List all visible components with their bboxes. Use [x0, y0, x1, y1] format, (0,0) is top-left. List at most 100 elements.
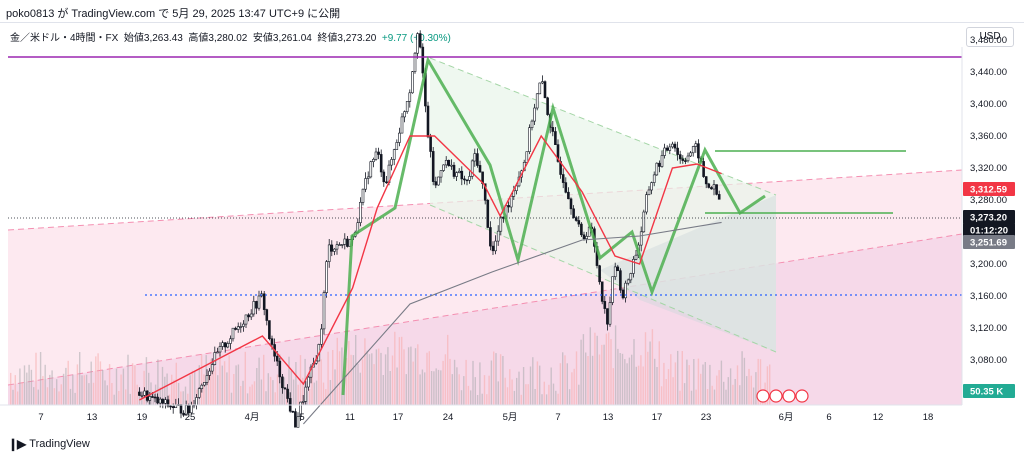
event-marker-icon	[795, 389, 809, 403]
volume-bar	[688, 365, 690, 405]
volume-bar	[656, 367, 658, 405]
volume-bar	[490, 360, 493, 405]
volume-bar	[548, 384, 550, 405]
volume-bar	[164, 376, 166, 405]
volume-bar	[292, 379, 295, 405]
volume-bar	[589, 327, 591, 405]
candle-body	[546, 97, 549, 115]
volume-bar	[136, 384, 138, 405]
volume-bar	[329, 380, 332, 405]
volume-bar	[290, 370, 292, 405]
swing-highlight-line	[341, 55, 766, 396]
volume-bar	[44, 364, 46, 405]
volume-bar	[660, 386, 663, 405]
volume-bar	[619, 353, 621, 405]
volume-bar	[350, 354, 352, 405]
volume-bar	[10, 372, 12, 405]
volume-bar	[529, 366, 532, 405]
time-tick-label: 23	[701, 412, 712, 423]
candle-body	[294, 411, 297, 428]
candle-body	[322, 292, 326, 330]
volume-bar	[702, 364, 704, 405]
countdown-tag-bg	[963, 223, 1015, 237]
volume-bar	[396, 367, 398, 405]
candle-body	[197, 388, 201, 398]
candle-body	[486, 200, 490, 228]
currency-button[interactable]: USD	[966, 27, 1014, 47]
candle-body	[244, 314, 248, 325]
volume-bar	[424, 372, 426, 405]
volume-bar	[585, 352, 587, 405]
volume-bar	[736, 365, 739, 405]
candle-body	[262, 293, 266, 310]
candle-body	[665, 147, 669, 151]
volume-bar	[752, 387, 755, 405]
publish-line: poko0813 が TradingView.com で 5月 29, 2025…	[6, 8, 341, 20]
candle-body	[330, 244, 334, 252]
sma-line	[302, 221, 722, 425]
volume-bar	[233, 374, 235, 405]
candle-body	[434, 181, 438, 186]
volume-bar	[681, 351, 683, 405]
volume-bar	[520, 394, 522, 405]
candle-body	[205, 375, 209, 383]
volume-bar	[375, 349, 378, 405]
tradingview-logo-icon[interactable]: ❙▶	[8, 437, 26, 451]
volume-bar	[168, 394, 171, 405]
candle-body	[398, 132, 401, 143]
symbol-label: 金／米ドル・4時間・FX	[10, 33, 119, 44]
volume-bar	[449, 358, 451, 405]
volume-bar	[306, 391, 309, 405]
candle-body	[379, 154, 383, 173]
time-tick-label: 6	[826, 412, 831, 423]
volume-bar	[562, 352, 564, 405]
candle-body	[221, 342, 224, 347]
volume-bar	[483, 375, 486, 405]
candle-body	[715, 184, 718, 195]
candle-body	[340, 244, 344, 246]
candle-body	[392, 149, 396, 160]
volume-bar	[295, 362, 297, 405]
volume-bar	[683, 383, 686, 405]
flag-lower-line	[429, 204, 777, 353]
volume-bar	[269, 376, 272, 405]
volume-bar	[341, 347, 343, 405]
volume-bar	[322, 382, 325, 405]
candle-body	[650, 182, 653, 191]
volume-bar	[311, 368, 313, 405]
candle-body	[707, 183, 711, 188]
candle-body	[429, 136, 432, 152]
volume-bar	[173, 379, 175, 405]
candle-body	[556, 144, 560, 162]
volume-bar	[410, 346, 412, 405]
candle-body	[600, 281, 604, 302]
volume-bar	[614, 325, 617, 405]
candle-body	[691, 146, 695, 154]
candle-body	[359, 202, 362, 224]
volume-bar	[757, 358, 759, 405]
volume-bar	[566, 363, 568, 405]
volume-bar	[366, 350, 368, 405]
volume-bar	[398, 337, 401, 405]
candle-body	[236, 326, 240, 330]
candle-body	[169, 405, 172, 408]
volume-bar	[138, 387, 141, 405]
candle-body	[299, 401, 302, 418]
candle-body	[374, 151, 378, 160]
volume-bar	[51, 370, 53, 405]
candle-body	[411, 71, 414, 94]
candle-body	[444, 160, 448, 166]
volume-bar	[263, 354, 265, 405]
ema-line	[139, 134, 722, 401]
volume-bar	[624, 359, 626, 405]
volume-bar	[67, 360, 69, 405]
candle-body	[338, 244, 341, 246]
volume-bar	[72, 374, 74, 405]
candle-body	[476, 153, 479, 166]
time-tick-label: 19	[137, 412, 148, 423]
volume-bar	[497, 381, 499, 405]
volume-bar	[223, 361, 226, 405]
candle-body	[364, 178, 367, 190]
volume-bar	[276, 374, 279, 405]
